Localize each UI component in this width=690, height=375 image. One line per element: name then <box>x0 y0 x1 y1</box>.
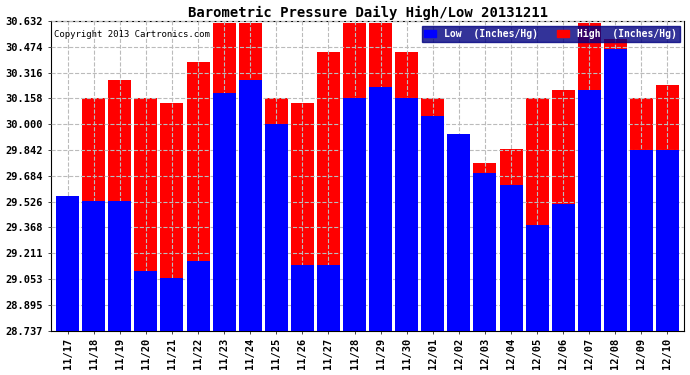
Bar <box>578 23 601 330</box>
Bar <box>656 85 679 330</box>
Bar <box>447 148 471 330</box>
Bar <box>186 62 210 330</box>
Bar <box>500 184 522 330</box>
Bar <box>630 150 653 330</box>
Bar <box>135 271 157 330</box>
Bar <box>343 23 366 330</box>
Bar <box>369 87 392 330</box>
Bar <box>317 265 340 330</box>
Bar <box>213 93 235 330</box>
Bar <box>108 201 131 330</box>
Bar <box>186 261 210 330</box>
Bar <box>56 196 79 330</box>
Bar <box>135 98 157 330</box>
Bar <box>239 80 262 330</box>
Bar <box>291 103 314 330</box>
Legend: Low  (Inches/Hg), High  (Inches/Hg): Low (Inches/Hg), High (Inches/Hg) <box>422 26 680 42</box>
Bar <box>473 164 496 330</box>
Bar <box>473 173 496 330</box>
Bar <box>265 98 288 330</box>
Bar <box>108 80 131 330</box>
Bar <box>395 98 418 330</box>
Bar <box>213 23 235 330</box>
Bar <box>526 98 549 330</box>
Bar <box>82 201 106 330</box>
Bar <box>343 98 366 330</box>
Text: Copyright 2013 Cartronics.com: Copyright 2013 Cartronics.com <box>54 30 210 39</box>
Bar <box>161 278 184 330</box>
Bar <box>656 150 679 330</box>
Bar <box>369 23 392 330</box>
Bar <box>422 98 444 330</box>
Bar <box>447 134 471 330</box>
Bar <box>317 52 340 330</box>
Bar <box>56 196 79 330</box>
Bar <box>578 90 601 330</box>
Bar <box>422 116 444 330</box>
Bar <box>82 98 106 330</box>
Bar <box>552 204 575 330</box>
Bar <box>500 148 522 330</box>
Bar <box>604 49 627 330</box>
Bar <box>265 124 288 330</box>
Bar <box>552 90 575 330</box>
Bar <box>526 225 549 330</box>
Bar <box>291 265 314 330</box>
Bar <box>395 52 418 330</box>
Bar <box>630 98 653 330</box>
Bar <box>239 23 262 330</box>
Bar <box>604 39 627 330</box>
Bar <box>161 103 184 330</box>
Title: Barometric Pressure Daily High/Low 20131211: Barometric Pressure Daily High/Low 20131… <box>188 6 548 20</box>
